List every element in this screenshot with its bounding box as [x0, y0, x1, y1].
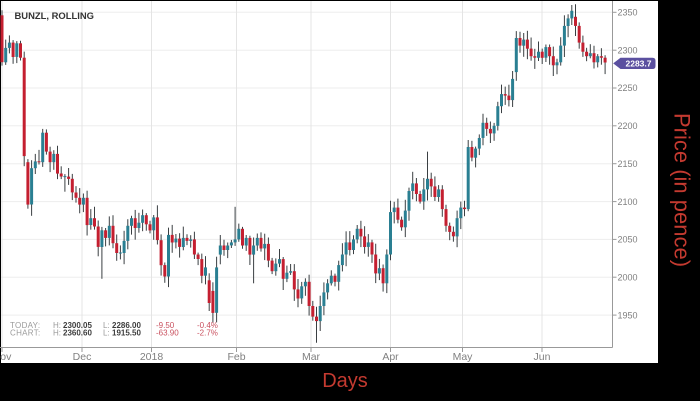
svg-text:Dec: Dec: [73, 351, 92, 363]
svg-text:2286.00: 2286.00: [112, 321, 141, 330]
svg-text:-63.90: -63.90: [156, 328, 179, 337]
svg-text:2000: 2000: [618, 272, 638, 282]
svg-text:-0.4%: -0.4%: [197, 321, 218, 330]
svg-text:L:: L:: [103, 328, 110, 337]
svg-text:2150: 2150: [618, 159, 638, 169]
svg-text:2300.05: 2300.05: [63, 321, 92, 330]
svg-text:Nov: Nov: [0, 351, 12, 363]
svg-text:2200: 2200: [618, 121, 638, 131]
svg-text:2300: 2300: [618, 45, 638, 55]
svg-text:1950: 1950: [618, 310, 638, 320]
svg-text:H:: H:: [53, 328, 61, 337]
svg-text:Mar: Mar: [302, 351, 321, 363]
svg-text:2250: 2250: [618, 83, 638, 93]
svg-text:TODAY:: TODAY:: [10, 321, 40, 330]
svg-text:-2.7%: -2.7%: [197, 328, 218, 337]
svg-text:BUNZL, ROLLING: BUNZL, ROLLING: [15, 11, 95, 22]
svg-text:May: May: [453, 351, 474, 363]
svg-text:2350: 2350: [618, 8, 638, 18]
svg-text:2050: 2050: [618, 235, 638, 245]
svg-text:H:: H:: [53, 321, 61, 330]
svg-text:L:: L:: [103, 321, 110, 330]
svg-text:Apr: Apr: [382, 351, 399, 363]
svg-text:Price (in pence): Price (in pence): [670, 113, 695, 267]
svg-text:2283.7: 2283.7: [626, 58, 652, 68]
svg-text:-9.50: -9.50: [156, 321, 175, 330]
svg-text:2018: 2018: [140, 351, 164, 363]
svg-text:1915.50: 1915.50: [112, 328, 141, 337]
svg-text:Feb: Feb: [227, 351, 245, 363]
svg-text:2100: 2100: [618, 197, 638, 207]
svg-text:Jun: Jun: [534, 351, 551, 363]
svg-text:2360.60: 2360.60: [63, 328, 92, 337]
svg-text:CHART:: CHART:: [10, 328, 41, 337]
svg-text:Days: Days: [322, 370, 368, 392]
